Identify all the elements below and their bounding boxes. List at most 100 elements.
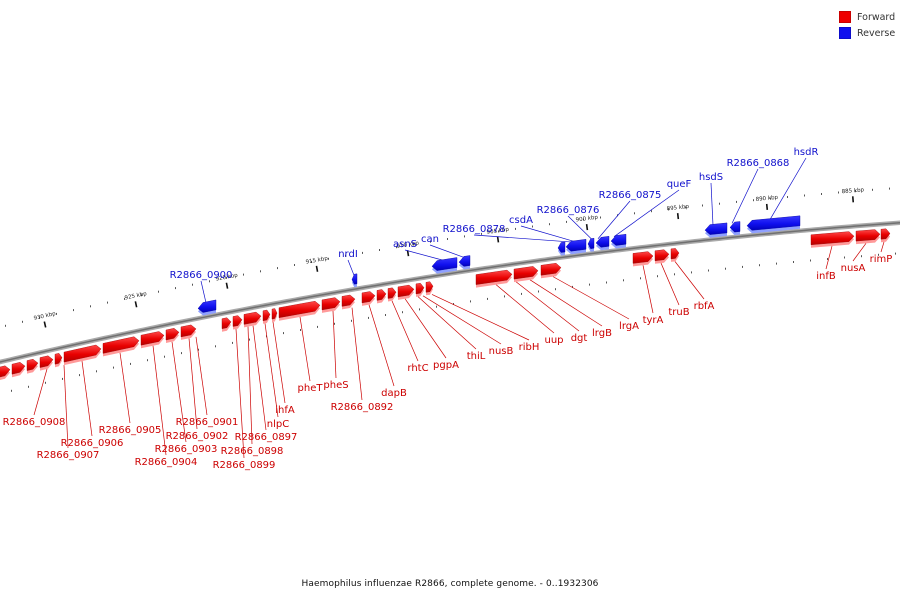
- legend-forward-label: Forward: [857, 11, 896, 23]
- forward-gene[interactable]: [387, 287, 397, 299]
- reverse-gene[interactable]: [557, 241, 566, 253]
- reverse-gene[interactable]: [704, 222, 728, 235]
- reverse-gene-label[interactable]: csdA: [509, 215, 533, 226]
- reverse-gene-label[interactable]: R2866_0876: [537, 205, 600, 216]
- forward-gene[interactable]: [54, 353, 63, 365]
- forward-gene-label[interactable]: R2866_0899: [213, 460, 276, 471]
- leader-line: [422, 295, 502, 345]
- reverse-gene-label[interactable]: R2866_0868: [727, 158, 790, 169]
- reverse-gene-label[interactable]: R2866_0875: [599, 190, 662, 201]
- reverse-gene-label[interactable]: can: [421, 234, 439, 245]
- forward-gene[interactable]: [0, 365, 11, 378]
- forward-gene-label[interactable]: nlpC: [267, 419, 289, 430]
- forward-gene[interactable]: [39, 355, 54, 368]
- reverse-gene[interactable]: [610, 233, 627, 246]
- forward-gene-label[interactable]: R2866_0902: [166, 431, 229, 442]
- leader-line: [520, 225, 576, 243]
- forward-gene-label[interactable]: infB: [816, 271, 836, 282]
- forward-gene-label[interactable]: R2866_0905: [99, 425, 162, 436]
- forward-gene-label[interactable]: rimP: [870, 254, 893, 265]
- forward-gene[interactable]: [397, 284, 415, 298]
- reverse-gene-label[interactable]: R2866_0900: [170, 270, 233, 281]
- forward-gene[interactable]: [165, 328, 180, 341]
- forward-gene[interactable]: [26, 358, 39, 371]
- forward-gene[interactable]: [278, 300, 321, 318]
- forward-gene[interactable]: [180, 324, 197, 338]
- forward-gene-label[interactable]: lrgA: [619, 321, 639, 332]
- reverse-gene[interactable]: [431, 257, 458, 271]
- forward-gene-label[interactable]: ihfA: [275, 405, 295, 416]
- reverse-gene[interactable]: [197, 299, 217, 313]
- reverse-gene[interactable]: [595, 236, 610, 248]
- strand-legend: Forward Reverse: [839, 9, 895, 41]
- forward-gene-label[interactable]: R2866_0906: [61, 438, 124, 449]
- forward-gene-label[interactable]: nusB: [489, 346, 514, 357]
- forward-gene[interactable]: [670, 248, 680, 260]
- forward-gene-label[interactable]: rbfA: [694, 301, 715, 312]
- forward-gene-label[interactable]: pheT: [298, 383, 324, 394]
- forward-gene-label[interactable]: ribH: [519, 342, 540, 353]
- forward-gene-label[interactable]: R2866_0901: [176, 417, 239, 428]
- forward-gene[interactable]: [11, 362, 26, 375]
- forward-gene[interactable]: [513, 266, 539, 280]
- gene-features: [0, 215, 891, 381]
- forward-gene[interactable]: [243, 311, 262, 325]
- forward-gene[interactable]: [880, 228, 891, 240]
- forward-gene-label[interactable]: uup: [544, 335, 563, 346]
- forward-gene-label[interactable]: pheS: [323, 380, 348, 391]
- reverse-gene[interactable]: [565, 239, 587, 252]
- reverse-gene-label[interactable]: queF: [667, 179, 692, 190]
- forward-gene-label[interactable]: R2866_0904: [135, 457, 198, 468]
- leader-line: [674, 261, 705, 300]
- forward-gene[interactable]: [262, 309, 271, 322]
- forward-gene[interactable]: [361, 291, 376, 304]
- forward-gene[interactable]: [376, 289, 387, 301]
- forward-gene[interactable]: [654, 249, 670, 262]
- forward-gene[interactable]: [63, 344, 102, 363]
- forward-gene[interactable]: [540, 262, 562, 276]
- reverse-gene-label[interactable]: hsdS: [699, 172, 723, 183]
- forward-gene-label[interactable]: R2866_0908: [3, 417, 66, 428]
- forward-gene[interactable]: [425, 281, 434, 293]
- forward-gene-label[interactable]: rhtC: [407, 363, 428, 374]
- reverse-gene-label[interactable]: R2866_0878: [443, 224, 506, 235]
- forward-gene[interactable]: [810, 231, 855, 246]
- forward-gene-label[interactable]: R2866_0903: [155, 444, 218, 455]
- reverse-gene[interactable]: [458, 255, 471, 267]
- forward-gene[interactable]: [271, 308, 278, 320]
- reverse-gene[interactable]: [351, 273, 358, 285]
- legend-forward: Forward: [839, 9, 895, 25]
- reverse-gene[interactable]: [729, 221, 741, 233]
- forward-gene-label[interactable]: R2866_0907: [37, 450, 100, 461]
- forward-gene-label[interactable]: nusA: [841, 263, 866, 274]
- reverse-gene[interactable]: [587, 237, 595, 249]
- forward-gene[interactable]: [341, 294, 356, 307]
- gene-labels: hsdR R2866_0868 hsdS queF R2866_0875 R2866_08…: [3, 147, 893, 471]
- forward-gene[interactable]: [102, 336, 140, 354]
- reverse-gene-label[interactable]: hsdR: [794, 147, 819, 158]
- forward-gene-label[interactable]: dgt: [571, 333, 588, 344]
- forward-gene[interactable]: [321, 297, 341, 311]
- forward-gene[interactable]: [232, 315, 243, 327]
- forward-gene-label[interactable]: pgpA: [433, 360, 459, 371]
- forward-gene-label[interactable]: R2866_0898: [221, 446, 284, 457]
- forward-gene[interactable]: [475, 269, 513, 285]
- reverse-gene-label[interactable]: asnS: [393, 239, 417, 250]
- forward-gene-label[interactable]: thiL: [467, 351, 486, 362]
- forward-gene-label[interactable]: lrgB: [592, 328, 612, 339]
- forward-gene-label[interactable]: truB: [668, 307, 689, 318]
- forward-gene-label[interactable]: R2866_0897: [235, 432, 298, 443]
- forward-gene[interactable]: [632, 251, 654, 264]
- forward-gene-label[interactable]: tyrA: [643, 315, 664, 326]
- forward-gene[interactable]: [855, 229, 881, 242]
- leader-line: [567, 215, 593, 240]
- forward-gene[interactable]: [221, 317, 232, 329]
- forward-gene-label[interactable]: dapB: [381, 388, 407, 399]
- reverse-gene[interactable]: [746, 215, 801, 231]
- tick-label: 890 kbp: [755, 195, 778, 203]
- forward-gene-label[interactable]: R2866_0892: [331, 402, 394, 413]
- reverse-gene-label[interactable]: nrdI: [338, 249, 358, 260]
- forward-gene[interactable]: [140, 331, 165, 346]
- forward-gene[interactable]: [415, 282, 425, 295]
